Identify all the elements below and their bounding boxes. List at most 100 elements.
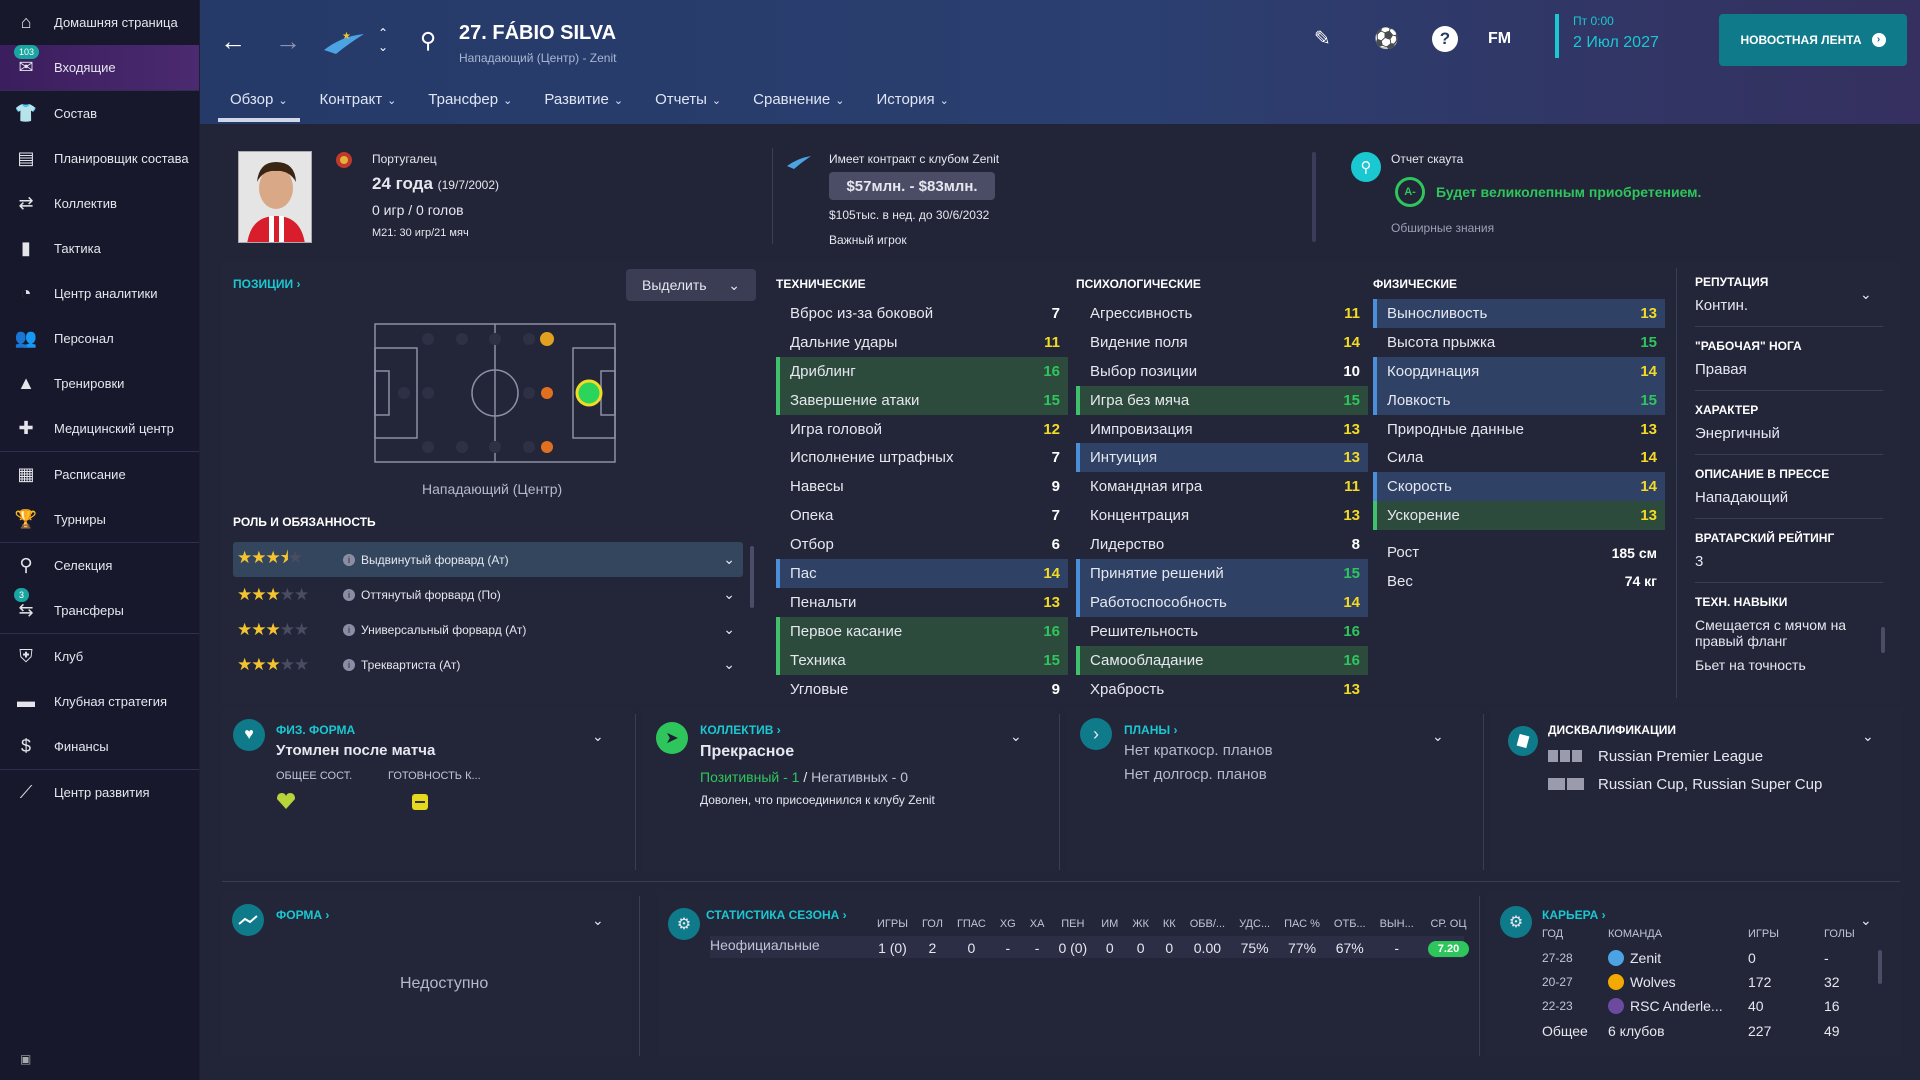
sidebar-item-club[interactable]: ⛨ Клуб [0, 634, 199, 679]
attribute-row[interactable]: Первое касание 16 [776, 616, 1068, 646]
attribute-row[interactable]: Сила 14 [1373, 443, 1665, 472]
stat-header[interactable]: СР. ОЦ [1430, 918, 1467, 930]
attribute-row[interactable]: Угловые 9 [776, 675, 1068, 704]
attribute-row[interactable]: Игра без мяча 15 [1076, 385, 1368, 415]
attribute-row[interactable]: Ускорение 13 [1373, 501, 1665, 531]
attribute-row[interactable]: Высота прыжка 15 [1373, 328, 1665, 357]
form-title[interactable]: ФОРМА › [276, 908, 330, 922]
stat-header[interactable]: ПЕН [1061, 918, 1085, 930]
tab-3[interactable]: Развитие ⌄ [544, 91, 624, 108]
career-row[interactable]: 22-23 RSC Anderle... 40 16 [1542, 998, 1840, 1014]
tab-2[interactable]: Трансфер ⌄ [428, 91, 513, 108]
season-stats-title[interactable]: СТАТИСТИКА СЕЗОНА › [706, 908, 847, 922]
sidebar-item-transfers[interactable]: ⇆ Трансферы 3 [0, 588, 199, 633]
tab-1[interactable]: Контракт ⌄ [319, 91, 397, 108]
attribute-row[interactable]: Ловкость 15 [1373, 385, 1665, 415]
attribute-row[interactable]: Вброс из-за боковой 7 [776, 299, 1068, 328]
plans-dropdown-icon[interactable]: ⌄ [1432, 728, 1444, 744]
role-row[interactable]: ★★★⯨★ i Выдвинутый форвард (Ат) ⌄ [233, 542, 743, 577]
positions-title[interactable]: ПОЗИЦИИ › [233, 277, 301, 291]
attribute-row[interactable]: Навесы 9 [776, 472, 1068, 501]
attribute-row[interactable]: Лидерство 8 [1076, 530, 1368, 559]
sidebar-item-staff[interactable]: 👥 Персонал [0, 316, 199, 361]
stat-header[interactable]: ОБВ/... [1189, 918, 1226, 930]
stat-header[interactable]: ЖК [1132, 918, 1149, 930]
tab-0[interactable]: Обзор ⌄ [218, 84, 300, 122]
sidebar-item-medical[interactable]: ✚ Медицинский центр [0, 406, 199, 451]
info-heading[interactable]: ТЕХН. НАВЫКИ [1695, 595, 1788, 609]
attribute-row[interactable]: Координация 14 [1373, 356, 1665, 386]
stat-header[interactable]: УДС... [1239, 918, 1271, 930]
dynamics-dropdown-icon[interactable]: ⌄ [1010, 728, 1022, 744]
sidebar-item-development[interactable]: ⟋ Центр развития [0, 770, 199, 815]
sidebar-item-home[interactable]: ⌂ Домашняя страница [0, 0, 199, 45]
info-icon[interactable]: i [343, 658, 355, 671]
sidebar-item-analytics[interactable]: ◔ Центр аналитики [0, 271, 199, 316]
sidebar-item-finance[interactable]: $ Финансы [0, 724, 199, 769]
fm-logo[interactable]: FM [1488, 30, 1512, 47]
career-scrollbar[interactable] [1878, 950, 1882, 984]
dynamics-title[interactable]: КОЛЛЕКТИВ › [700, 723, 781, 737]
sidebar-item-training[interactable]: ▲ Тренировки [0, 361, 199, 406]
attribute-row[interactable]: Импровизация 13 [1076, 415, 1368, 444]
sidebar-item-inbox[interactable]: ✉ Входящие 103 [0, 45, 199, 90]
attribute-row[interactable]: Выбор позиции 10 [1076, 357, 1368, 386]
attribute-row[interactable]: Принятие решений 15 [1076, 559, 1368, 588]
attribute-row[interactable]: Храбрость 13 [1076, 675, 1368, 704]
search-icon[interactable]: ⚲ [420, 28, 437, 53]
chevron-down-icon[interactable]: ⌄ [723, 621, 735, 637]
attribute-row[interactable]: Выносливость 13 [1373, 299, 1665, 328]
attribute-row[interactable]: Скорость 14 [1373, 472, 1665, 502]
sidebar-item-calendar[interactable]: ▦ Расписание [0, 452, 199, 497]
info-icon[interactable]: i [343, 588, 355, 601]
sidebar-item-shirt[interactable]: 👕 Состав [0, 91, 199, 136]
attribute-row[interactable]: Дриблинг 16 [776, 356, 1068, 386]
stat-header[interactable]: ВЫН... [1379, 918, 1414, 930]
bans-dropdown-icon[interactable]: ⌄ [1862, 728, 1874, 744]
form-dropdown-icon[interactable]: ⌄ [592, 912, 604, 928]
info-icon[interactable]: i [343, 623, 355, 636]
roles-scrollbar[interactable] [750, 546, 754, 608]
forward-icon[interactable]: → [275, 26, 301, 56]
attribute-row[interactable]: Интуиция 13 [1076, 443, 1368, 473]
role-row[interactable]: ★★★★★ i Оттянутый форвард (По) ⌄ [233, 577, 743, 612]
role-row[interactable]: ★★★★★ i Треквартиста (Ат) ⌄ [233, 647, 743, 682]
tab-5[interactable]: Сравнение ⌄ [753, 91, 845, 108]
attribute-row[interactable]: Пенальти 13 [776, 588, 1068, 617]
attribute-row[interactable]: Решительность 16 [1076, 617, 1368, 646]
stat-header[interactable]: XG [999, 918, 1016, 930]
attribute-row[interactable]: Видение поля 14 [1076, 328, 1368, 357]
club-logo[interactable]: ★ [322, 28, 366, 58]
edit-icon[interactable]: ✎ [1314, 28, 1331, 50]
attribute-row[interactable]: Агрессивность 11 [1076, 299, 1368, 328]
fitness-title[interactable]: ФИЗ. ФОРМА [276, 723, 356, 737]
news-feed-button[interactable]: НОВОСТНАЯ ЛЕНТА › [1719, 14, 1907, 66]
sidebar-item-dynamics[interactable]: ⇄ Коллектив [0, 181, 199, 226]
chevron-down-icon[interactable]: ⌄ [723, 586, 735, 602]
info-icon[interactable]: i [343, 553, 355, 566]
career-title[interactable]: КАРЬЕРА › [1542, 908, 1606, 922]
stat-header[interactable]: ИГРЫ [877, 918, 908, 930]
stat-header[interactable]: ХА [1029, 918, 1045, 930]
attribute-row[interactable]: Пас 14 [776, 559, 1068, 588]
attribute-row[interactable]: Отбор 6 [776, 530, 1068, 559]
stat-header[interactable]: ПАС % [1284, 918, 1320, 930]
sidebar-item-trophy[interactable]: 🏆 Турниры [0, 497, 199, 542]
updown-icon[interactable]: ⌃ ⌄ [378, 26, 389, 54]
scout-search-icon[interactable]: ⚲ [1349, 150, 1383, 184]
stat-header[interactable]: ОТБ... [1333, 918, 1366, 930]
attribute-row[interactable]: Работоспособность 14 [1076, 587, 1368, 617]
tab-4[interactable]: Отчеты ⌄ [655, 91, 722, 108]
stat-header[interactable]: ГПАС [956, 918, 986, 930]
role-row[interactable]: ★★★★★ i Универсальный форвард (Ат) ⌄ [233, 612, 743, 647]
back-icon[interactable]: ← [220, 26, 246, 56]
sidebar-item-strategy[interactable]: ▬ Клубная стратегия [0, 679, 199, 724]
highlight-dropdown[interactable]: Выделить ⌄ [626, 269, 756, 301]
attribute-row[interactable]: Опека 7 [776, 501, 1068, 530]
status-icon[interactable]: ▣ [20, 1052, 32, 1066]
help-icon[interactable]: ? [1432, 26, 1458, 52]
attribute-row[interactable]: Природные данные 13 [1373, 415, 1665, 444]
scrollbar[interactable] [1312, 152, 1316, 242]
stat-header[interactable]: ИМ [1101, 918, 1119, 930]
ball-icon[interactable]: ⚽ [1374, 28, 1399, 50]
